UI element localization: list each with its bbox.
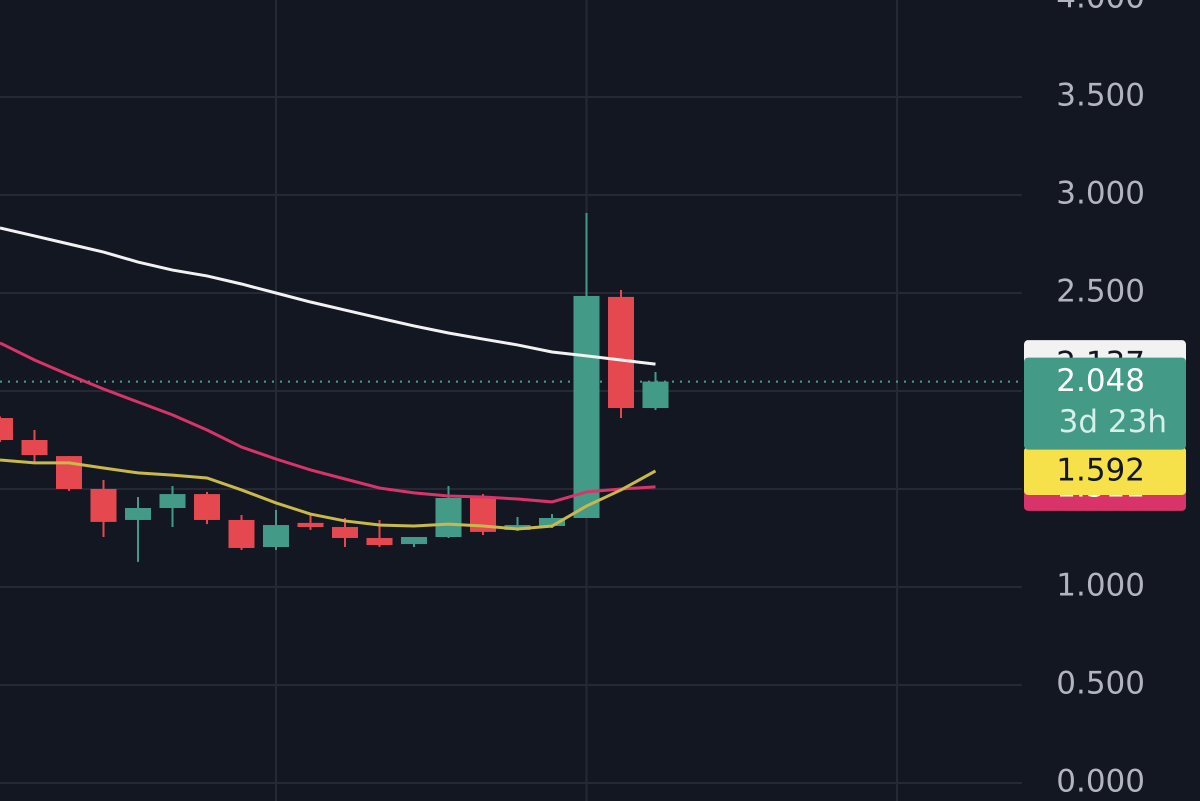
candle-body <box>573 295 600 518</box>
candle-body <box>90 488 117 522</box>
candle-body <box>125 507 151 520</box>
y-tick-label: 0.000 <box>1056 763 1145 799</box>
candle-body <box>56 456 82 489</box>
candle-body <box>366 537 393 546</box>
y-tick-label: 0.500 <box>1056 665 1145 701</box>
y-tick-label: 4.000 <box>1056 0 1145 16</box>
y-tick-label: 2.500 <box>1056 274 1145 310</box>
candle-body <box>159 494 186 508</box>
y-tick-label: 3.500 <box>1056 78 1145 114</box>
candle-body <box>263 525 289 548</box>
candle-body <box>332 527 358 538</box>
countdown-label: 3d 23h <box>1059 404 1167 440</box>
price-tag-label: 1.592 <box>1056 452 1145 488</box>
last-price-label: 2.048 <box>1056 363 1145 399</box>
y-tick-label: 1.000 <box>1056 567 1145 603</box>
candle-body <box>0 418 13 440</box>
candle-body <box>642 381 669 409</box>
moving-average-line <box>0 458 657 531</box>
candle-body <box>194 494 220 520</box>
price-tag <box>1024 446 1186 495</box>
candle-body <box>297 522 324 528</box>
grid <box>0 0 1022 801</box>
candle-body <box>539 517 565 527</box>
candle-body <box>435 498 462 538</box>
last-price-tag <box>1024 357 1186 450</box>
candle-body <box>401 537 427 545</box>
moving-average-line <box>0 226 656 366</box>
candle-body <box>228 519 255 548</box>
candle-body <box>608 296 634 409</box>
candle-body <box>21 439 48 456</box>
y-tick-label: 3.000 <box>1056 176 1145 212</box>
moving-average-line <box>0 341 656 504</box>
